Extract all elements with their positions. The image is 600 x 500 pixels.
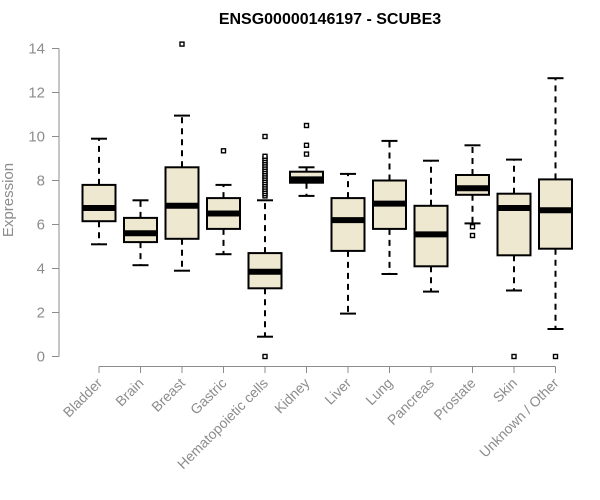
box-brain [123,199,158,267]
y-tick-label: 14 [28,41,45,58]
iqr-box [330,197,366,252]
x-tick-label: Liver [321,375,354,408]
outlier-point [179,41,185,47]
box-bladder [81,137,117,246]
iqr-box [455,174,490,196]
box-gastric [206,148,241,256]
box-pancreas [413,159,449,293]
x-tick-label: Skin [490,375,521,406]
x-tick-label: Prostate [430,375,478,423]
y-tick-label: 8 [37,173,45,190]
outlier-point [262,153,268,160]
x-tick-label: Lung [362,375,395,408]
outlier-point [469,232,476,239]
box-series [81,41,573,360]
iqr-box [123,216,158,244]
y-axis-label: Expression [0,163,17,237]
outlier-point [552,353,559,360]
outlier-point [511,353,517,360]
y-tick-label: 12 [28,85,45,102]
box-unknown-other [538,77,573,360]
iqr-box [81,183,117,223]
y-tick-label: 0 [37,349,45,366]
box-liver [330,172,366,315]
outlier-point [303,142,310,149]
y-tick-label: 10 [28,129,45,146]
x-tick-label: Kidney [271,375,313,417]
outlier-point [469,223,476,230]
box-lung [372,139,407,275]
x-tick-label: Bladder [60,375,106,421]
y-tick-label: 2 [37,305,45,322]
x-tick-label: Unknown / Other [476,375,562,461]
outlier-point [262,353,268,360]
y-axis: 0 2 4 6 8 10 12 14 [28,41,60,366]
x-tick-label: Brain [112,375,146,409]
box-breast [164,41,200,272]
chart-title: ENSG00000146197 - SCUBE3 [219,11,441,28]
y-tick-label: 6 [37,217,45,234]
box-skin [496,158,532,360]
outlier-point [220,148,227,154]
box-kidney [289,122,324,197]
y-tick-label: 4 [37,261,45,278]
box-prostate [455,144,490,239]
outlier-point [303,122,310,129]
outlier-point [303,151,310,157]
iqr-box [496,192,532,257]
box-hematopoietic-cells [247,133,283,360]
outlier-point [262,133,268,140]
x-tick-label: Breast [148,375,188,415]
iqr-box [538,178,573,250]
